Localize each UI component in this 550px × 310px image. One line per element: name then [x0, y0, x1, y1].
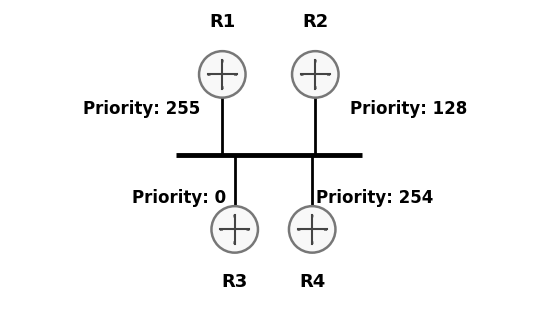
Text: R2: R2: [302, 13, 328, 31]
Text: R3: R3: [222, 273, 248, 291]
Text: Priority: 0: Priority: 0: [132, 189, 226, 207]
Text: Priority: 255: Priority: 255: [83, 100, 200, 117]
Text: Priority: 128: Priority: 128: [350, 100, 467, 117]
Circle shape: [292, 51, 339, 98]
Text: Priority: 254: Priority: 254: [316, 189, 433, 207]
Circle shape: [211, 206, 258, 253]
Text: R1: R1: [209, 13, 235, 31]
Circle shape: [289, 206, 336, 253]
Circle shape: [199, 51, 245, 98]
Text: R4: R4: [299, 273, 326, 291]
